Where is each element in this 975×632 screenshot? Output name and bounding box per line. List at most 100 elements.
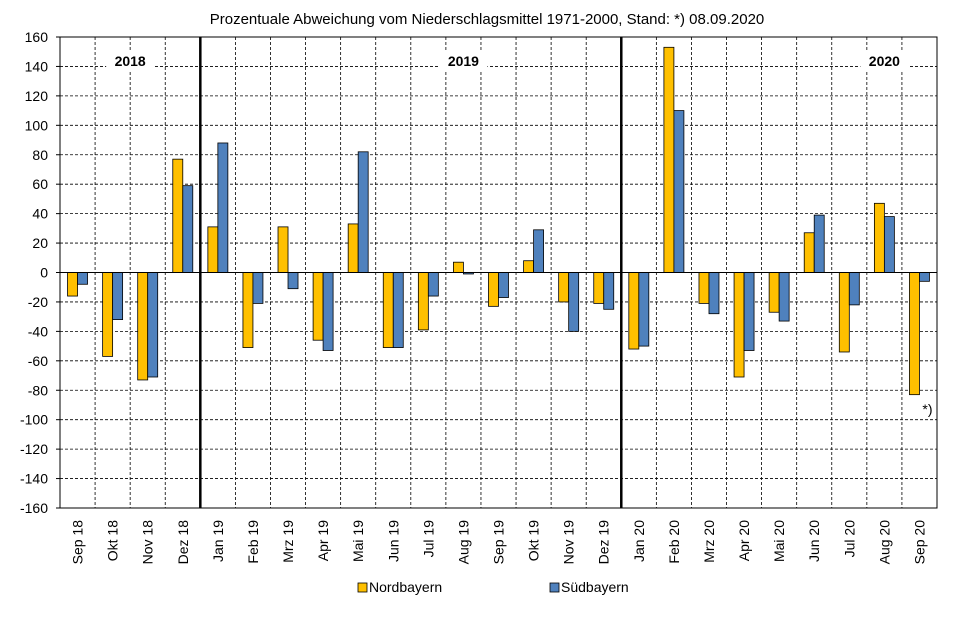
bar-südbayern xyxy=(883,216,895,273)
bar-südbayern xyxy=(287,272,299,290)
bar-nordbayern xyxy=(172,158,184,273)
bar-nordbayern xyxy=(488,272,499,307)
bar-nordbayern xyxy=(733,272,745,378)
bar-nordbayern xyxy=(207,226,219,273)
bar-südbayern xyxy=(252,272,264,304)
bar-nordbayern xyxy=(803,232,815,273)
bar-nordbayern xyxy=(417,272,429,331)
y-tick-label: 60 xyxy=(32,176,48,192)
bar-nordbayern xyxy=(838,272,850,353)
y-tick-label: 0 xyxy=(40,265,48,281)
y-tick-label: -60 xyxy=(28,353,48,369)
bar-nordbayern xyxy=(558,272,570,303)
x-tick-label: Feb 19 xyxy=(245,520,261,564)
x-tick-label: Sep 18 xyxy=(70,520,86,565)
bar-südbayern xyxy=(357,151,369,273)
year-label-background xyxy=(439,50,488,72)
bar-nordbayern xyxy=(628,272,640,350)
x-tick-label: Jun 19 xyxy=(385,520,401,562)
bar-südbayern xyxy=(427,272,439,297)
chart-title: Prozentuale Abweichung vom Niederschlags… xyxy=(210,11,765,28)
x-tick-label: Dez 18 xyxy=(175,520,191,565)
x-tick-label: Jul 19 xyxy=(420,520,436,558)
bar-nordbayern xyxy=(102,272,114,357)
bar-südbayern xyxy=(392,272,404,348)
y-tick-label: 80 xyxy=(32,147,48,163)
x-tick-label: Nov 19 xyxy=(561,520,577,565)
x-tick-label: Apr 19 xyxy=(315,520,331,561)
bar-nordbayern xyxy=(698,272,710,304)
x-tick-label: Aug 19 xyxy=(455,520,471,565)
x-tick-label: Apr 20 xyxy=(736,520,752,561)
bar-südbayern xyxy=(919,272,930,282)
x-tick-label: Feb 20 xyxy=(666,520,682,564)
legend-label-nordbayern: Nordbayern xyxy=(369,579,442,595)
x-tick-label: Jan 20 xyxy=(631,520,647,562)
bar-nordbayern xyxy=(523,260,534,273)
y-tick-label: 140 xyxy=(25,58,49,74)
y-tick-label: -20 xyxy=(28,294,48,310)
x-tick-label: Okt 18 xyxy=(105,520,121,561)
bar-südbayern xyxy=(743,272,755,351)
bar-nordbayern xyxy=(873,202,885,273)
bar-südbayern xyxy=(77,272,88,285)
y-tick-label: -140 xyxy=(20,471,48,487)
y-tick-label: -160 xyxy=(20,500,48,516)
x-tick-label: Mai 19 xyxy=(350,520,366,562)
y-tick-label: -40 xyxy=(28,323,48,339)
x-tick-label: Sep 20 xyxy=(911,520,927,565)
y-tick-label: 120 xyxy=(25,88,49,104)
bar-nordbayern xyxy=(242,272,254,348)
bar-südbayern xyxy=(638,272,650,347)
bar-nordbayern xyxy=(382,272,394,348)
x-tick-label: Okt 19 xyxy=(526,520,542,561)
bar-südbayern xyxy=(813,214,825,273)
bar-nordbayern xyxy=(768,272,780,313)
bar-nordbayern xyxy=(277,226,289,273)
y-tick-label: -100 xyxy=(20,412,48,428)
y-tick-label: 40 xyxy=(32,206,48,222)
bar-südbayern xyxy=(673,110,685,273)
x-tick-label: Mrz 20 xyxy=(701,520,717,563)
year-label-background xyxy=(860,50,909,72)
bar-südbayern xyxy=(708,272,720,315)
bar-südbayern xyxy=(603,272,615,310)
x-tick-label: Jul 20 xyxy=(841,520,857,558)
bar-nordbayern xyxy=(67,272,78,297)
bar-südbayern xyxy=(217,142,229,273)
bar-nordbayern xyxy=(137,272,149,381)
x-tick-label: Mai 20 xyxy=(771,520,787,562)
year-label: 2019 xyxy=(448,53,479,69)
bar-nordbayern xyxy=(593,272,605,304)
bar-südbayern xyxy=(848,272,860,306)
legend-label-südbayern: Südbayern xyxy=(561,579,629,595)
legend-swatch-nordbayern xyxy=(357,582,368,593)
bar-nordbayern xyxy=(347,223,359,273)
bar-südbayern xyxy=(498,272,509,298)
bar-südbayern xyxy=(568,272,580,332)
x-tick-label: Nov 18 xyxy=(140,520,156,565)
bar-nordbayern xyxy=(663,46,675,273)
plot-frame xyxy=(59,36,938,509)
x-tick-label: Dez 19 xyxy=(596,520,612,565)
bar-nordbayern xyxy=(909,272,920,396)
footnote-annotation: *) xyxy=(922,401,932,417)
bar-südbayern xyxy=(322,272,334,351)
bar-südbayern xyxy=(182,185,194,273)
bar-südbayern xyxy=(112,272,124,320)
year-label-background xyxy=(106,50,155,72)
year-label: 2020 xyxy=(869,53,900,69)
y-tick-label: -80 xyxy=(28,382,48,398)
bar-nordbayern xyxy=(453,261,464,273)
bar-südbayern xyxy=(533,229,544,273)
y-tick-label: 100 xyxy=(25,117,49,133)
x-tick-label: Sep 19 xyxy=(491,520,507,565)
plot-area: 160 140 120 100 80 60 40 20 0 -20 -40 -60 -80 -100 -12… xyxy=(20,29,938,565)
x-tick-label: Jun 20 xyxy=(806,520,822,562)
legend-swatch-südbayern xyxy=(549,582,560,593)
x-tick-label: Aug 20 xyxy=(876,520,892,565)
bar-nordbayern xyxy=(312,272,324,341)
legend: Nordbayern Südbayern xyxy=(357,579,629,595)
y-tick-label: -120 xyxy=(20,441,48,457)
x-tick-label: Mrz 19 xyxy=(280,520,296,563)
